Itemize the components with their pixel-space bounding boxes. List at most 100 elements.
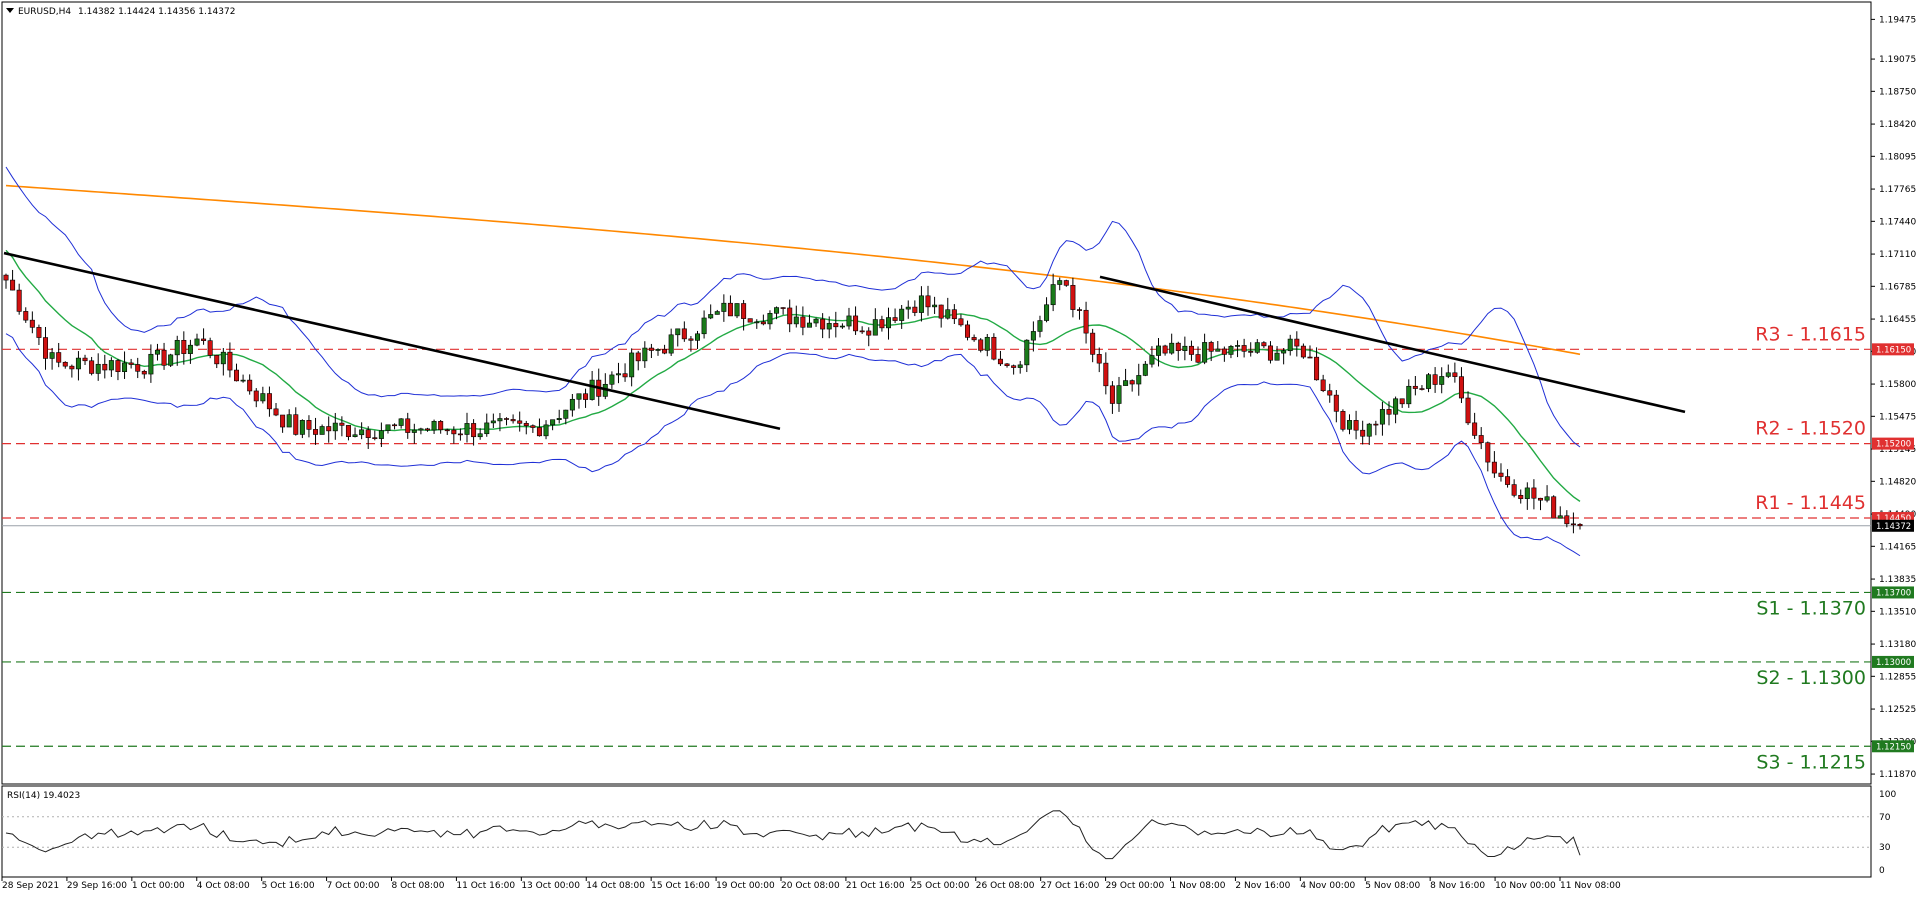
candle-body xyxy=(464,423,470,435)
candle-body xyxy=(1465,397,1471,424)
time-tick-label: 27 Oct 16:00 xyxy=(1041,881,1100,891)
candle-body xyxy=(1254,342,1260,353)
candle-body xyxy=(339,422,345,426)
time-tick-label: 7 Oct 00:00 xyxy=(327,881,380,891)
price-tick-label: 1.17440 xyxy=(1879,217,1916,227)
candle-body xyxy=(879,319,885,329)
time-tick-label: 11 Oct 16:00 xyxy=(456,881,515,891)
candle-body xyxy=(760,321,766,325)
price-tick-label: 1.18095 xyxy=(1879,152,1916,162)
candle-body xyxy=(477,433,483,438)
candle-body xyxy=(148,353,154,375)
candle-body xyxy=(866,330,872,336)
candle-body xyxy=(1136,375,1142,385)
candle-body xyxy=(997,358,1003,365)
rsi-line xyxy=(5,810,1581,860)
candle-body xyxy=(536,427,542,437)
time-tick-label: 11 Nov 08:00 xyxy=(1560,881,1621,891)
candle-body xyxy=(392,424,398,427)
price-tags-layer: 1.16150 1.15200 1.14450 1.13700 1.13000 1.121… xyxy=(1872,343,1914,753)
candle-body xyxy=(859,330,865,333)
candle-body xyxy=(1142,363,1148,376)
candle-body xyxy=(813,318,819,324)
candle-body xyxy=(958,318,964,326)
candle-body xyxy=(530,425,536,428)
candle-body xyxy=(187,344,193,354)
time-tick-label: 28 Sep 2021 xyxy=(2,881,59,891)
rsi-header: RSI(14) 19.4023 xyxy=(7,791,80,801)
candle-body xyxy=(899,308,905,321)
candle-body xyxy=(299,420,305,435)
candle-body xyxy=(1063,280,1069,286)
candle-body xyxy=(806,322,812,328)
level-price-tag-label: 1.14450 xyxy=(1876,514,1911,524)
candle-body xyxy=(576,393,582,400)
candle-body xyxy=(372,437,378,439)
time-tick-label: 25 Oct 00:00 xyxy=(911,881,970,891)
candle-body xyxy=(1024,339,1030,366)
trendline xyxy=(3,251,781,430)
candle-body xyxy=(220,351,226,365)
level-price-tag-label: 1.15200 xyxy=(1876,440,1911,450)
trendlines-layer xyxy=(3,251,1686,430)
candle-body xyxy=(247,379,253,392)
candle-body xyxy=(253,390,259,402)
candle-body xyxy=(161,349,167,366)
candle-body xyxy=(1452,372,1458,377)
price-tick-label: 1.17765 xyxy=(1879,185,1916,195)
candle-body xyxy=(741,303,747,319)
candle-body xyxy=(622,373,628,378)
candle-body xyxy=(306,420,312,430)
candle-body xyxy=(1109,385,1115,404)
candle-body xyxy=(918,295,924,313)
candle-body xyxy=(313,429,319,435)
candle-body xyxy=(424,428,430,431)
price-tick-label: 1.11870 xyxy=(1879,770,1916,780)
candle-body xyxy=(122,362,128,372)
candle-body xyxy=(681,328,687,340)
collapse-arrow-icon[interactable] xyxy=(6,8,14,13)
candle-body xyxy=(1287,338,1293,352)
candle-body xyxy=(3,274,9,281)
time-tick-label: 5 Nov 08:00 xyxy=(1365,881,1420,891)
candle-body xyxy=(1195,354,1201,363)
candle-body xyxy=(695,333,701,341)
candle-body xyxy=(609,374,615,385)
candle-body xyxy=(1162,345,1168,354)
candle-body xyxy=(589,379,595,400)
level-price-tag-label: 1.13700 xyxy=(1876,588,1911,598)
time-tick-label: 10 Nov 00:00 xyxy=(1495,881,1556,891)
price-tick-label: 1.13180 xyxy=(1879,640,1916,650)
candle-body xyxy=(1327,390,1333,396)
level-price-tag xyxy=(1872,586,1914,599)
candle-body xyxy=(1314,356,1320,381)
candle-body xyxy=(1426,374,1432,389)
candle-body xyxy=(1366,423,1372,437)
candle-body xyxy=(497,418,503,422)
time-tick-label: 19 Oct 00:00 xyxy=(716,881,775,891)
price-tick-label: 1.19475 xyxy=(1879,15,1916,25)
candle-body xyxy=(1188,345,1194,355)
candle-body xyxy=(550,419,556,426)
bollinger-lower xyxy=(5,333,1581,557)
rsi-pane xyxy=(1,785,1872,878)
candle-body xyxy=(774,307,780,314)
price-tick-label: 1.14165 xyxy=(1879,542,1916,552)
current-price-tag-label: 1.14372 xyxy=(1876,522,1911,532)
candle-body xyxy=(1379,409,1385,425)
candle-body xyxy=(1505,476,1511,485)
candle-body xyxy=(154,349,160,355)
candle-body xyxy=(826,323,832,330)
candle-body xyxy=(523,423,529,426)
candle-body xyxy=(1386,409,1392,415)
candle-body xyxy=(991,336,997,360)
candle-body xyxy=(517,420,523,424)
time-tick-label: 21 Oct 16:00 xyxy=(846,881,905,891)
candle-body xyxy=(365,429,371,438)
candle-body xyxy=(1445,372,1451,377)
candle-body xyxy=(767,312,773,325)
candle-body xyxy=(1498,472,1504,477)
time-tick-label: 29 Sep 16:00 xyxy=(67,881,127,891)
